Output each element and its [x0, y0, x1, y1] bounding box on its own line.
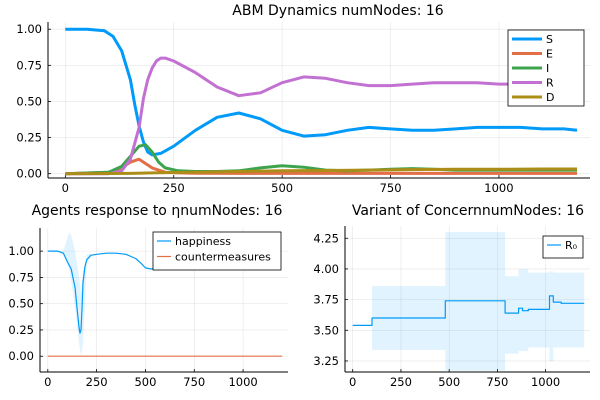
series-line-R₀ [352, 295, 585, 326]
legend-box [152, 231, 282, 271]
y-tick-label: 0.75 [16, 58, 42, 72]
y-tick-label: 4.00 [313, 262, 339, 276]
y-tick-label: 0.00 [16, 167, 42, 181]
x-tick-label: 750 [486, 375, 508, 389]
legend-label: I [546, 62, 549, 75]
x-tick-label: 0 [44, 375, 51, 389]
legend-label: D [546, 91, 554, 104]
chart-abm-dynamics: ABM Dynamics numNodes: 16 0 250 500 750 1000… [16, 3, 590, 195]
chart-title: ABM Dynamics numNodes: 16 [232, 3, 443, 19]
ribbon-band [47, 232, 91, 357]
chart-title: Variant of ConcernnumNodes: 16 [352, 203, 584, 219]
chart-title: Agents response to ηnumNodes: 16 [32, 203, 283, 219]
x-tick-label: 500 [271, 181, 293, 195]
y-tick-label: 0.75 [8, 270, 34, 284]
y-tick-label: 4.25 [313, 231, 339, 245]
legend-label: countermeasures [175, 251, 271, 264]
legend-label: happiness [175, 235, 231, 248]
y-tick-label: 3.75 [313, 293, 339, 307]
y-tick-label: 1.00 [8, 244, 34, 258]
legend-label: S [546, 33, 553, 46]
x-tick-label: 500 [438, 375, 460, 389]
y-tick-label: 0.25 [16, 131, 42, 145]
legend-box [542, 235, 584, 259]
y-tick-label: 3.50 [313, 323, 339, 337]
chart-variant-of-concern: Variant of ConcernnumNodes: 16 0 250 500 75… [313, 203, 590, 389]
x-tick-label: 0 [62, 181, 69, 195]
y-tick-label: 0.50 [8, 297, 34, 311]
x-tick-label: 500 [134, 375, 156, 389]
y-tick-label: 3.25 [313, 354, 339, 368]
series-line-D [65, 167, 577, 176]
x-tick-label: 250 [390, 375, 412, 389]
x-tick-label: 750 [380, 181, 402, 195]
y-tick-label: 0.00 [8, 349, 34, 363]
x-tick-label: 1000 [484, 181, 513, 195]
x-tick-label: 0 [349, 375, 356, 389]
legend-label: E [546, 48, 553, 61]
series-line-R [65, 56, 577, 176]
chart-agents-response: Agents response to ηnumNodes: 16 0 250 500… [8, 203, 288, 389]
legend-label: R [546, 77, 554, 90]
series-line-happiness [47, 250, 156, 334]
x-tick-label: 750 [183, 375, 205, 389]
legend-label: R₀ [565, 239, 578, 252]
x-tick-label: 1000 [228, 375, 257, 389]
ribbon-band [352, 232, 585, 371]
y-tick-label: 0.25 [8, 323, 34, 337]
series-line-S [65, 27, 578, 157]
x-tick-label: 250 [163, 181, 185, 195]
y-tick-label: 1.00 [16, 22, 42, 36]
x-tick-label: 1000 [531, 375, 560, 389]
y-tick-label: 0.50 [16, 94, 42, 108]
x-tick-label: 250 [86, 375, 108, 389]
